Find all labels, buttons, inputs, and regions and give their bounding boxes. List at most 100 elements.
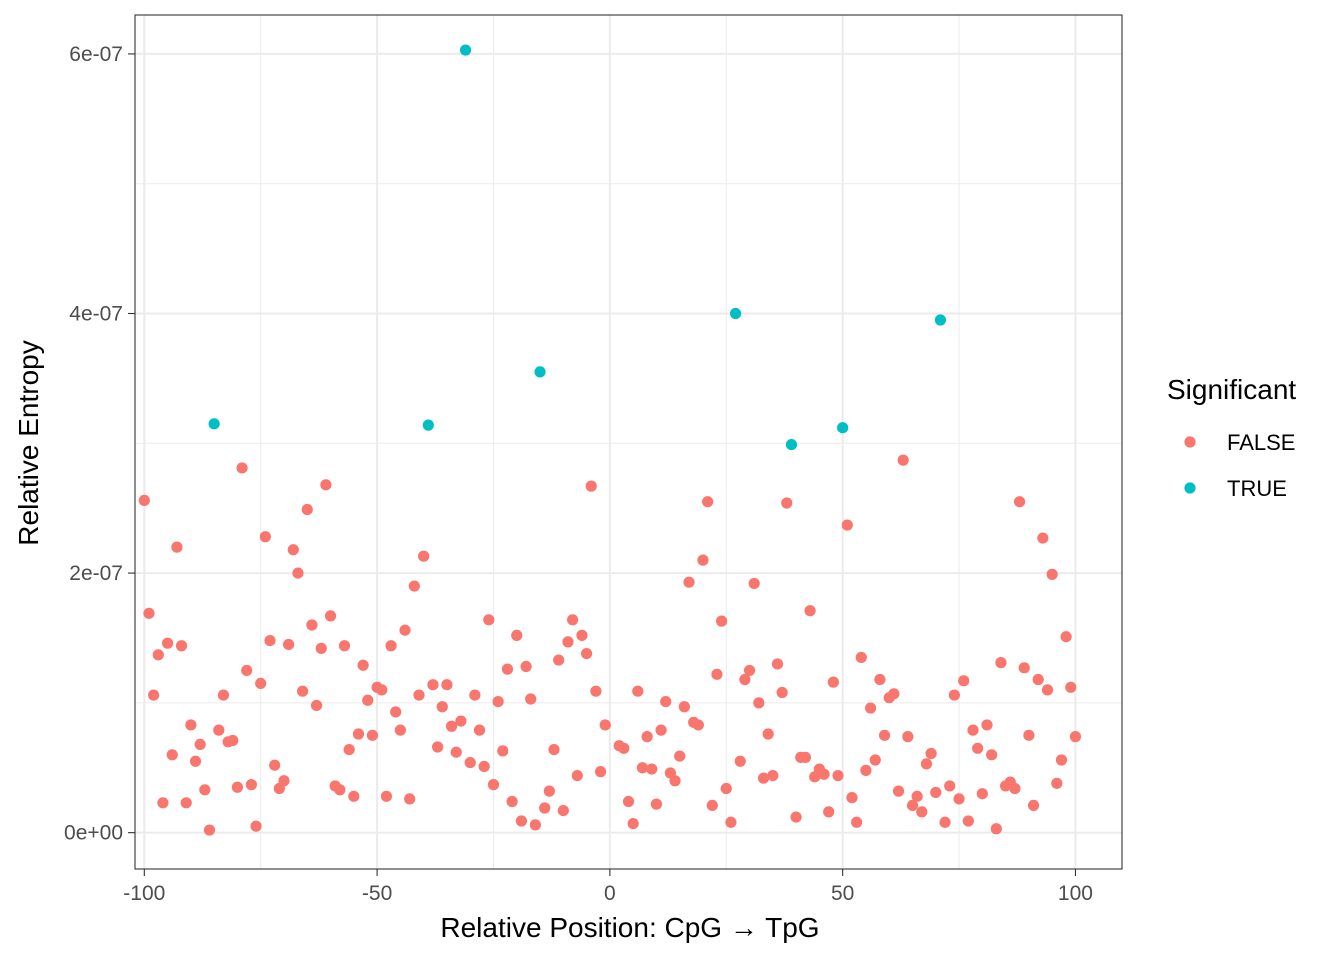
data-point-false — [194, 738, 206, 751]
data-point-false — [324, 610, 337, 622]
data-point-false — [757, 772, 770, 784]
data-point-false — [753, 697, 765, 709]
data-point-false — [432, 741, 444, 753]
data-point-false — [818, 768, 830, 780]
data-point-false — [473, 724, 486, 736]
x-axis-ticks: -100 -50 0 50 100 — [123, 869, 1093, 905]
data-point-false — [585, 480, 597, 492]
data-point-false — [925, 747, 937, 760]
data-point-false — [292, 567, 304, 579]
data-point-false — [227, 734, 239, 747]
legend-key-false — [1184, 436, 1196, 448]
data-point-false — [189, 755, 202, 767]
legend-title: Significant — [1167, 374, 1296, 405]
data-point-false — [799, 751, 812, 763]
data-point-false — [846, 792, 858, 804]
data-point-false — [441, 679, 453, 691]
data-point-false — [860, 764, 872, 776]
data-point-false — [1018, 662, 1030, 674]
data-point-false — [483, 614, 495, 626]
data-point-false — [557, 805, 569, 817]
data-point-false — [762, 728, 774, 740]
data-point-false — [1060, 631, 1072, 643]
data-point-false — [297, 685, 309, 697]
data-point-false — [930, 786, 942, 799]
data-point-false — [627, 817, 639, 830]
data-point-false — [748, 577, 760, 590]
x-tick-label: -50 — [362, 882, 392, 905]
data-point-false — [1065, 681, 1077, 693]
data-point-false — [278, 775, 290, 787]
data-point-false — [567, 614, 579, 626]
data-point-false — [827, 676, 839, 688]
data-point-false — [916, 806, 928, 818]
data-point-false — [767, 769, 779, 782]
data-point-false — [632, 685, 644, 697]
data-point-false — [166, 749, 178, 761]
data-point-false — [674, 750, 686, 762]
data-point-false — [334, 784, 346, 796]
data-point-true — [729, 307, 742, 320]
data-point-false — [622, 795, 635, 808]
data-point-false — [976, 788, 988, 800]
data-point-false — [301, 503, 313, 516]
data-point-false — [581, 647, 593, 660]
data-point-false — [981, 719, 993, 731]
data-point-false — [776, 686, 788, 699]
data-point-false — [152, 649, 164, 661]
data-point-false — [1046, 568, 1058, 580]
data-point-false — [1041, 684, 1054, 696]
data-point-false — [320, 479, 332, 491]
data-point-false — [972, 742, 984, 754]
y-tick-label: 6e-07 — [69, 43, 123, 66]
data-point-false — [455, 715, 467, 727]
data-point-false — [939, 816, 951, 828]
data-point-true — [422, 419, 434, 431]
data-point-false — [501, 663, 514, 675]
data-point-false — [506, 795, 518, 808]
y-tick-label: 2e-07 — [69, 562, 123, 585]
data-point-false — [283, 638, 295, 651]
data-point-false — [720, 782, 732, 795]
data-point-true — [837, 422, 849, 434]
data-point-false — [231, 781, 244, 793]
data-point-false — [213, 724, 225, 736]
data-point-false — [418, 550, 430, 562]
data-point-false — [357, 659, 369, 671]
data-point-false — [464, 756, 476, 769]
data-point-false — [669, 775, 681, 787]
data-point-false — [413, 689, 425, 701]
data-point-false — [1032, 673, 1044, 686]
data-point-false — [520, 660, 532, 673]
data-point-false — [255, 677, 267, 690]
data-point-true — [459, 44, 472, 56]
data-point-false — [436, 701, 448, 713]
data-point-false — [594, 766, 607, 778]
legend: Significant FALSE TRUE — [1167, 374, 1296, 501]
data-point-false — [492, 695, 504, 708]
data-point-false — [804, 605, 816, 617]
data-point-true — [934, 314, 947, 326]
data-point-false — [306, 619, 318, 631]
data-point-false — [343, 744, 355, 756]
data-point-false — [380, 790, 393, 802]
data-point-false — [655, 724, 667, 736]
data-point-false — [650, 798, 663, 810]
data-point-false — [203, 824, 216, 836]
data-point-false — [995, 657, 1007, 669]
data-point-false — [161, 637, 174, 649]
x-tick-label: 100 — [1058, 882, 1093, 905]
data-point-false — [1009, 782, 1021, 795]
data-point-false — [553, 654, 565, 666]
y-tick-label: 4e-07 — [69, 303, 123, 326]
data-point-false — [739, 673, 751, 686]
data-point-false — [497, 745, 509, 757]
data-point-false — [832, 769, 844, 782]
data-point-false — [641, 731, 653, 743]
data-point-false — [287, 544, 299, 556]
data-point-false — [404, 793, 416, 805]
data-point-false — [399, 624, 411, 636]
data-point-false — [362, 694, 374, 706]
